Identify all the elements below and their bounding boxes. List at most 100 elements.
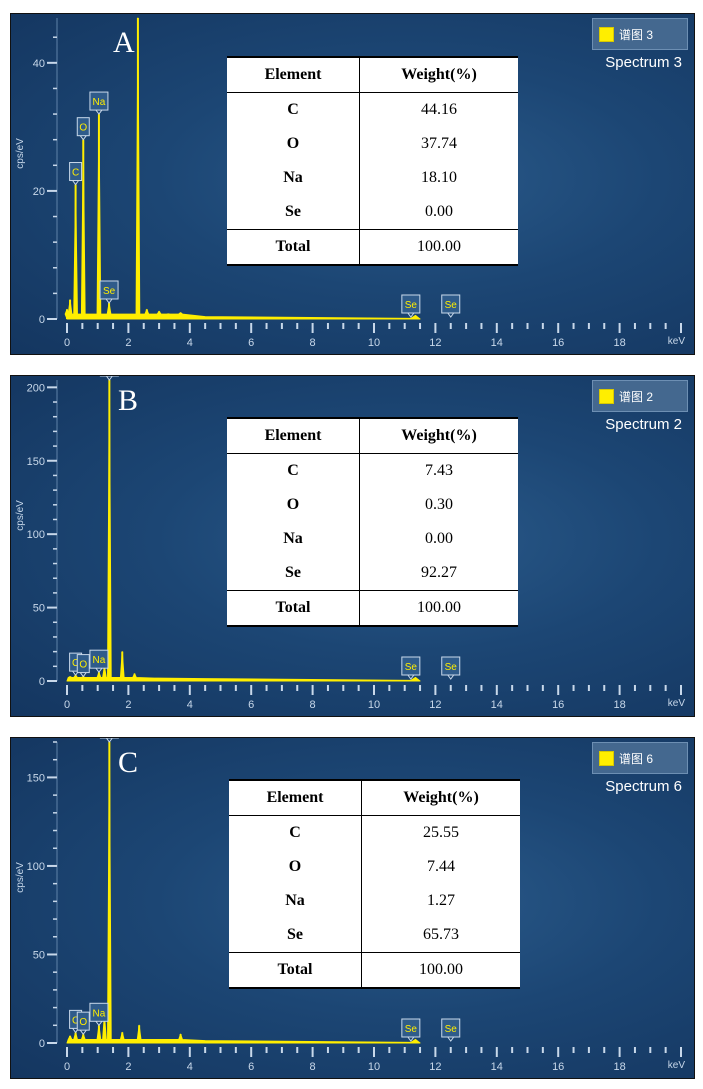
y-tick-label: 150 bbox=[27, 456, 45, 468]
table-total-row: Total 100.00 bbox=[227, 229, 518, 266]
table-header-row: Element Weight(%) bbox=[229, 779, 520, 816]
line-marker-na[interactable]: Na bbox=[89, 649, 109, 674]
line-marker-box bbox=[441, 1018, 461, 1038]
y-tick-label: 20 bbox=[33, 186, 45, 198]
line-marker-label: Na bbox=[93, 97, 106, 108]
line-marker-se[interactable]: Se bbox=[441, 294, 461, 318]
line-marker-pointer bbox=[105, 738, 113, 743]
table-row: O 0.30 bbox=[227, 488, 518, 522]
element-cell: Se bbox=[227, 556, 360, 591]
legend-swatch bbox=[599, 27, 614, 42]
spectrum-legend[interactable]: 谱图 3 bbox=[592, 18, 688, 50]
element-cell: C bbox=[227, 453, 360, 488]
line-marker-na[interactable]: Na bbox=[89, 91, 109, 115]
y-tick-label: 0 bbox=[39, 676, 45, 688]
line-marker-pointer bbox=[105, 376, 113, 381]
x-tick-label: 8 bbox=[310, 699, 316, 711]
line-marker-label: C bbox=[72, 1015, 79, 1026]
table-row: C 25.55 bbox=[229, 815, 520, 850]
table-row: Na 1.27 bbox=[229, 884, 520, 918]
line-marker-se[interactable]: Se bbox=[99, 738, 119, 743]
line-marker-label: C bbox=[72, 658, 79, 669]
line-marker-na[interactable]: Na bbox=[89, 1002, 109, 1027]
x-tick-label: 0 bbox=[64, 337, 70, 349]
line-marker-pointer bbox=[95, 667, 103, 674]
line-marker-se[interactable]: Se bbox=[441, 656, 461, 680]
legend-label: 谱图 3 bbox=[619, 28, 654, 42]
weight-cell: 25.55 bbox=[423, 824, 459, 841]
column-header: Element bbox=[227, 56, 360, 93]
total-value: 100.00 bbox=[359, 590, 518, 627]
line-marker-pointer bbox=[407, 1036, 415, 1042]
y-tick-label: 100 bbox=[27, 861, 45, 873]
element-cell: Na bbox=[229, 884, 362, 918]
element-cell: O bbox=[227, 127, 360, 161]
line-marker-pointer bbox=[407, 312, 415, 318]
element-cell: Na bbox=[227, 161, 360, 195]
line-marker-pointer bbox=[95, 1020, 103, 1027]
y-tick-label: 0 bbox=[39, 1038, 45, 1050]
line-marker-label: O bbox=[79, 660, 87, 671]
line-marker-se[interactable]: Se bbox=[401, 656, 421, 680]
composition-table: Element Weight(%) C 25.55 O 7.44 Na 1.27 Se… bbox=[229, 779, 520, 989]
element-cell: Se bbox=[227, 195, 360, 230]
x-axis-label: keV bbox=[668, 698, 686, 709]
line-marker-label: Se bbox=[445, 662, 458, 673]
table-row: O 37.74 bbox=[227, 127, 518, 161]
total-label: Total bbox=[227, 229, 360, 266]
line-marker-label: Na bbox=[93, 655, 106, 666]
spectrum-name: Spectrum 3 bbox=[605, 54, 682, 71]
y-tick-label: 0 bbox=[39, 314, 45, 326]
y-tick-label: 200 bbox=[27, 382, 45, 394]
weight-cell: 0.30 bbox=[425, 496, 453, 513]
line-marker-box bbox=[441, 656, 461, 676]
column-header: Element bbox=[227, 417, 360, 454]
table-total-row: Total 100.00 bbox=[227, 590, 518, 627]
line-marker-label: C bbox=[72, 168, 79, 179]
line-marker-label: Se bbox=[103, 286, 116, 297]
line-marker-o[interactable]: O bbox=[76, 117, 90, 141]
total-label: Total bbox=[227, 590, 360, 627]
line-marker-box bbox=[401, 656, 421, 676]
y-tick-label: 40 bbox=[33, 58, 45, 70]
spectrum-panel-b: 0 50 100 150 200 cps/eV 0 2 4 6 8 10 12 14 16 18 keV C O Na… bbox=[10, 375, 695, 717]
x-tick-label: 12 bbox=[429, 337, 441, 349]
line-marker-se[interactable]: Se bbox=[99, 376, 119, 381]
line-marker-c[interactable]: C bbox=[69, 162, 83, 186]
line-marker-o[interactable]: O bbox=[76, 1011, 90, 1035]
line-marker-se[interactable]: Se bbox=[401, 294, 421, 318]
line-marker-se[interactable]: Se bbox=[401, 1018, 421, 1042]
line-marker-label: Se bbox=[445, 300, 458, 311]
total-value: 100.00 bbox=[361, 952, 520, 989]
legend-label: 谱图 2 bbox=[619, 390, 654, 404]
weight-cell: 44.16 bbox=[421, 101, 457, 118]
x-tick-label: 0 bbox=[64, 699, 70, 711]
weight-cell: 0.00 bbox=[425, 530, 453, 547]
line-marker-se[interactable]: Se bbox=[441, 1018, 461, 1042]
column-header: Element bbox=[229, 779, 362, 816]
line-marker-pointer bbox=[95, 109, 103, 115]
total-value: 100.00 bbox=[359, 229, 518, 266]
x-axis-label: keV bbox=[668, 336, 686, 347]
x-tick-label: 12 bbox=[429, 699, 441, 711]
table-total-row: Total 100.00 bbox=[229, 952, 520, 989]
line-marker-o[interactable]: O bbox=[76, 654, 90, 678]
spectrum-legend[interactable]: 谱图 6 bbox=[592, 742, 688, 774]
x-tick-label: 2 bbox=[125, 337, 131, 349]
line-marker-se[interactable]: Se bbox=[99, 280, 119, 304]
x-tick-label: 16 bbox=[552, 1061, 564, 1073]
composition-table: Element Weight(%) C 44.16 O 37.74 Na 18.10 … bbox=[227, 56, 518, 266]
line-marker-pointer bbox=[79, 135, 87, 141]
line-marker-box bbox=[401, 1018, 421, 1038]
x-tick-label: 10 bbox=[368, 337, 380, 349]
weight-cell: 7.43 bbox=[425, 462, 453, 479]
x-tick-label: 6 bbox=[248, 699, 254, 711]
spectrum-panel-a: 0 20 40 cps/eV 0 2 4 6 8 10 12 14 16 18 keV C O Na Se Se Se … bbox=[10, 13, 695, 355]
x-tick-label: 18 bbox=[613, 1061, 625, 1073]
x-axis-label: keV bbox=[668, 1060, 686, 1071]
spectrum-legend[interactable]: 谱图 2 bbox=[592, 380, 688, 412]
y-axis-label: cps/eV bbox=[15, 500, 26, 531]
line-marker-pointer bbox=[407, 674, 415, 680]
x-tick-label: 18 bbox=[613, 699, 625, 711]
y-tick-label: 50 bbox=[33, 603, 45, 615]
